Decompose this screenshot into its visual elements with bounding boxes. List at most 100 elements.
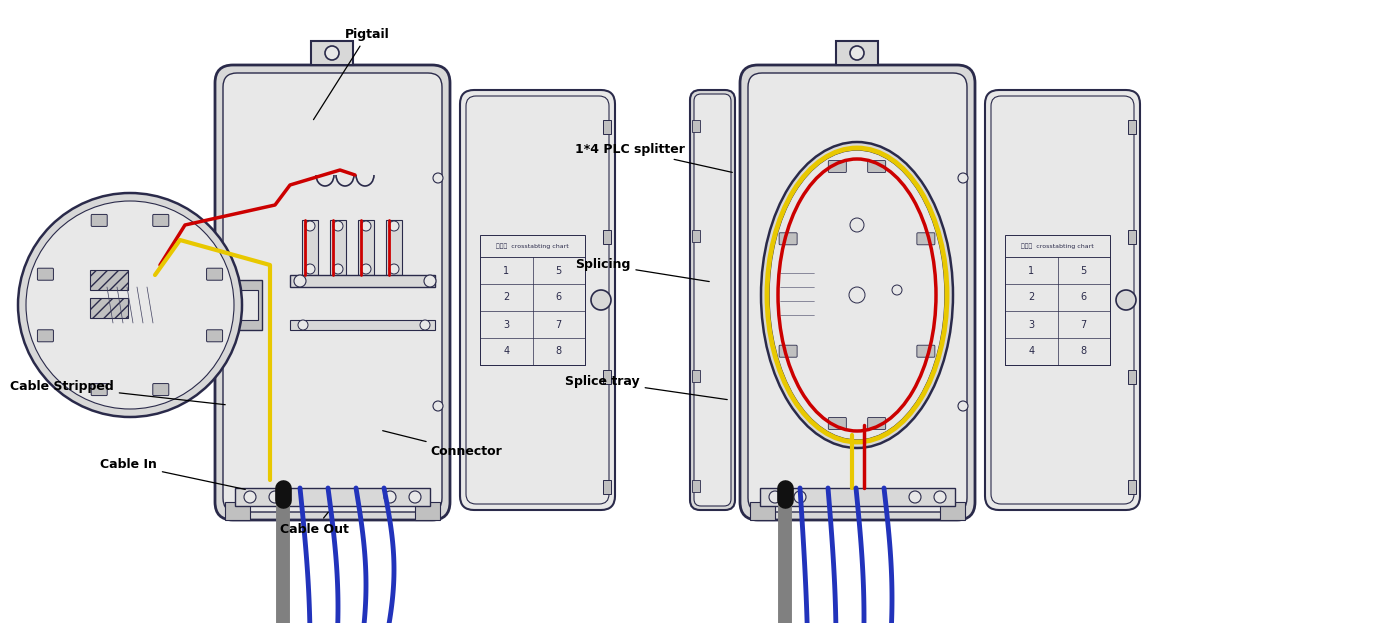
Text: Splice tray: Splice tray: [566, 375, 727, 399]
FancyBboxPatch shape: [207, 269, 223, 280]
Bar: [760, 488, 955, 506]
Bar: [290, 275, 435, 287]
Circle shape: [361, 221, 371, 231]
Bar: [225, 502, 251, 520]
Bar: [847, 408, 867, 422]
Bar: [780, 296, 813, 306]
Bar: [603, 120, 610, 134]
Bar: [146, 275, 162, 297]
Circle shape: [305, 221, 315, 231]
Text: Cable Stripped: Cable Stripped: [10, 380, 225, 405]
Ellipse shape: [762, 142, 953, 448]
Circle shape: [892, 285, 902, 295]
FancyBboxPatch shape: [829, 417, 847, 429]
Circle shape: [433, 173, 442, 183]
FancyBboxPatch shape: [780, 345, 797, 357]
Text: 1: 1: [503, 265, 510, 275]
Circle shape: [244, 491, 256, 503]
Text: 4: 4: [1028, 346, 1035, 356]
Circle shape: [333, 264, 343, 274]
Circle shape: [794, 491, 806, 503]
Bar: [330, 220, 346, 275]
Text: Cable Out: Cable Out: [280, 512, 349, 536]
Bar: [414, 502, 440, 520]
Bar: [1128, 120, 1135, 134]
Circle shape: [1116, 290, 1135, 310]
Circle shape: [769, 491, 781, 503]
Bar: [836, 41, 878, 65]
Ellipse shape: [769, 150, 945, 440]
Bar: [603, 230, 610, 244]
Circle shape: [384, 491, 396, 503]
Bar: [692, 120, 700, 132]
Bar: [1128, 370, 1135, 384]
Bar: [692, 230, 700, 242]
FancyBboxPatch shape: [91, 214, 108, 226]
Text: 8: 8: [1081, 346, 1086, 356]
Bar: [480, 235, 585, 365]
Text: 1: 1: [1028, 265, 1035, 275]
Circle shape: [389, 264, 399, 274]
Text: Splicing: Splicing: [575, 258, 710, 282]
Text: 6: 6: [556, 293, 561, 303]
Bar: [692, 480, 700, 492]
Text: 8: 8: [556, 346, 561, 356]
Bar: [780, 310, 813, 320]
Text: 2: 2: [503, 293, 510, 303]
Bar: [311, 41, 353, 65]
Circle shape: [850, 46, 864, 60]
FancyBboxPatch shape: [780, 233, 797, 245]
Bar: [386, 220, 402, 275]
FancyBboxPatch shape: [986, 90, 1140, 510]
FancyBboxPatch shape: [690, 90, 735, 510]
Circle shape: [27, 201, 234, 409]
Text: 7: 7: [1081, 320, 1086, 330]
Text: Pigtail: Pigtail: [314, 28, 389, 120]
Text: Connector: Connector: [382, 430, 501, 458]
FancyBboxPatch shape: [868, 161, 886, 173]
Text: 6: 6: [1081, 293, 1086, 303]
FancyBboxPatch shape: [153, 384, 169, 396]
Bar: [90, 270, 127, 290]
Bar: [230, 290, 258, 320]
Circle shape: [325, 46, 339, 60]
FancyBboxPatch shape: [868, 417, 886, 429]
Circle shape: [934, 491, 946, 503]
Bar: [146, 310, 162, 332]
Bar: [603, 370, 610, 384]
Circle shape: [389, 221, 399, 231]
Circle shape: [850, 218, 864, 232]
FancyBboxPatch shape: [694, 94, 731, 506]
FancyBboxPatch shape: [91, 384, 108, 396]
Bar: [1005, 235, 1110, 365]
Circle shape: [361, 264, 371, 274]
Bar: [603, 480, 610, 494]
Circle shape: [424, 275, 435, 287]
Text: 5: 5: [1081, 265, 1086, 275]
Circle shape: [298, 320, 308, 330]
Text: 记录表  crosstabting chart: 记录表 crosstabting chart: [496, 243, 568, 249]
Text: 3: 3: [503, 320, 510, 330]
Circle shape: [909, 491, 921, 503]
Bar: [750, 502, 776, 520]
FancyBboxPatch shape: [991, 96, 1134, 504]
Bar: [302, 220, 318, 275]
FancyBboxPatch shape: [153, 214, 169, 226]
FancyBboxPatch shape: [223, 73, 442, 512]
Bar: [837, 175, 876, 193]
Text: 5: 5: [556, 265, 561, 275]
FancyBboxPatch shape: [461, 90, 615, 510]
Circle shape: [305, 264, 315, 274]
FancyBboxPatch shape: [38, 269, 53, 280]
Bar: [235, 488, 430, 506]
Text: 1*4 PLC splitter: 1*4 PLC splitter: [575, 143, 732, 173]
FancyBboxPatch shape: [38, 330, 53, 342]
Circle shape: [269, 491, 281, 503]
Circle shape: [294, 275, 307, 287]
Bar: [227, 280, 262, 330]
FancyBboxPatch shape: [216, 65, 449, 520]
Bar: [777, 260, 819, 330]
Circle shape: [848, 287, 865, 303]
Text: Cable In: Cable In: [99, 458, 245, 490]
FancyBboxPatch shape: [917, 233, 935, 245]
